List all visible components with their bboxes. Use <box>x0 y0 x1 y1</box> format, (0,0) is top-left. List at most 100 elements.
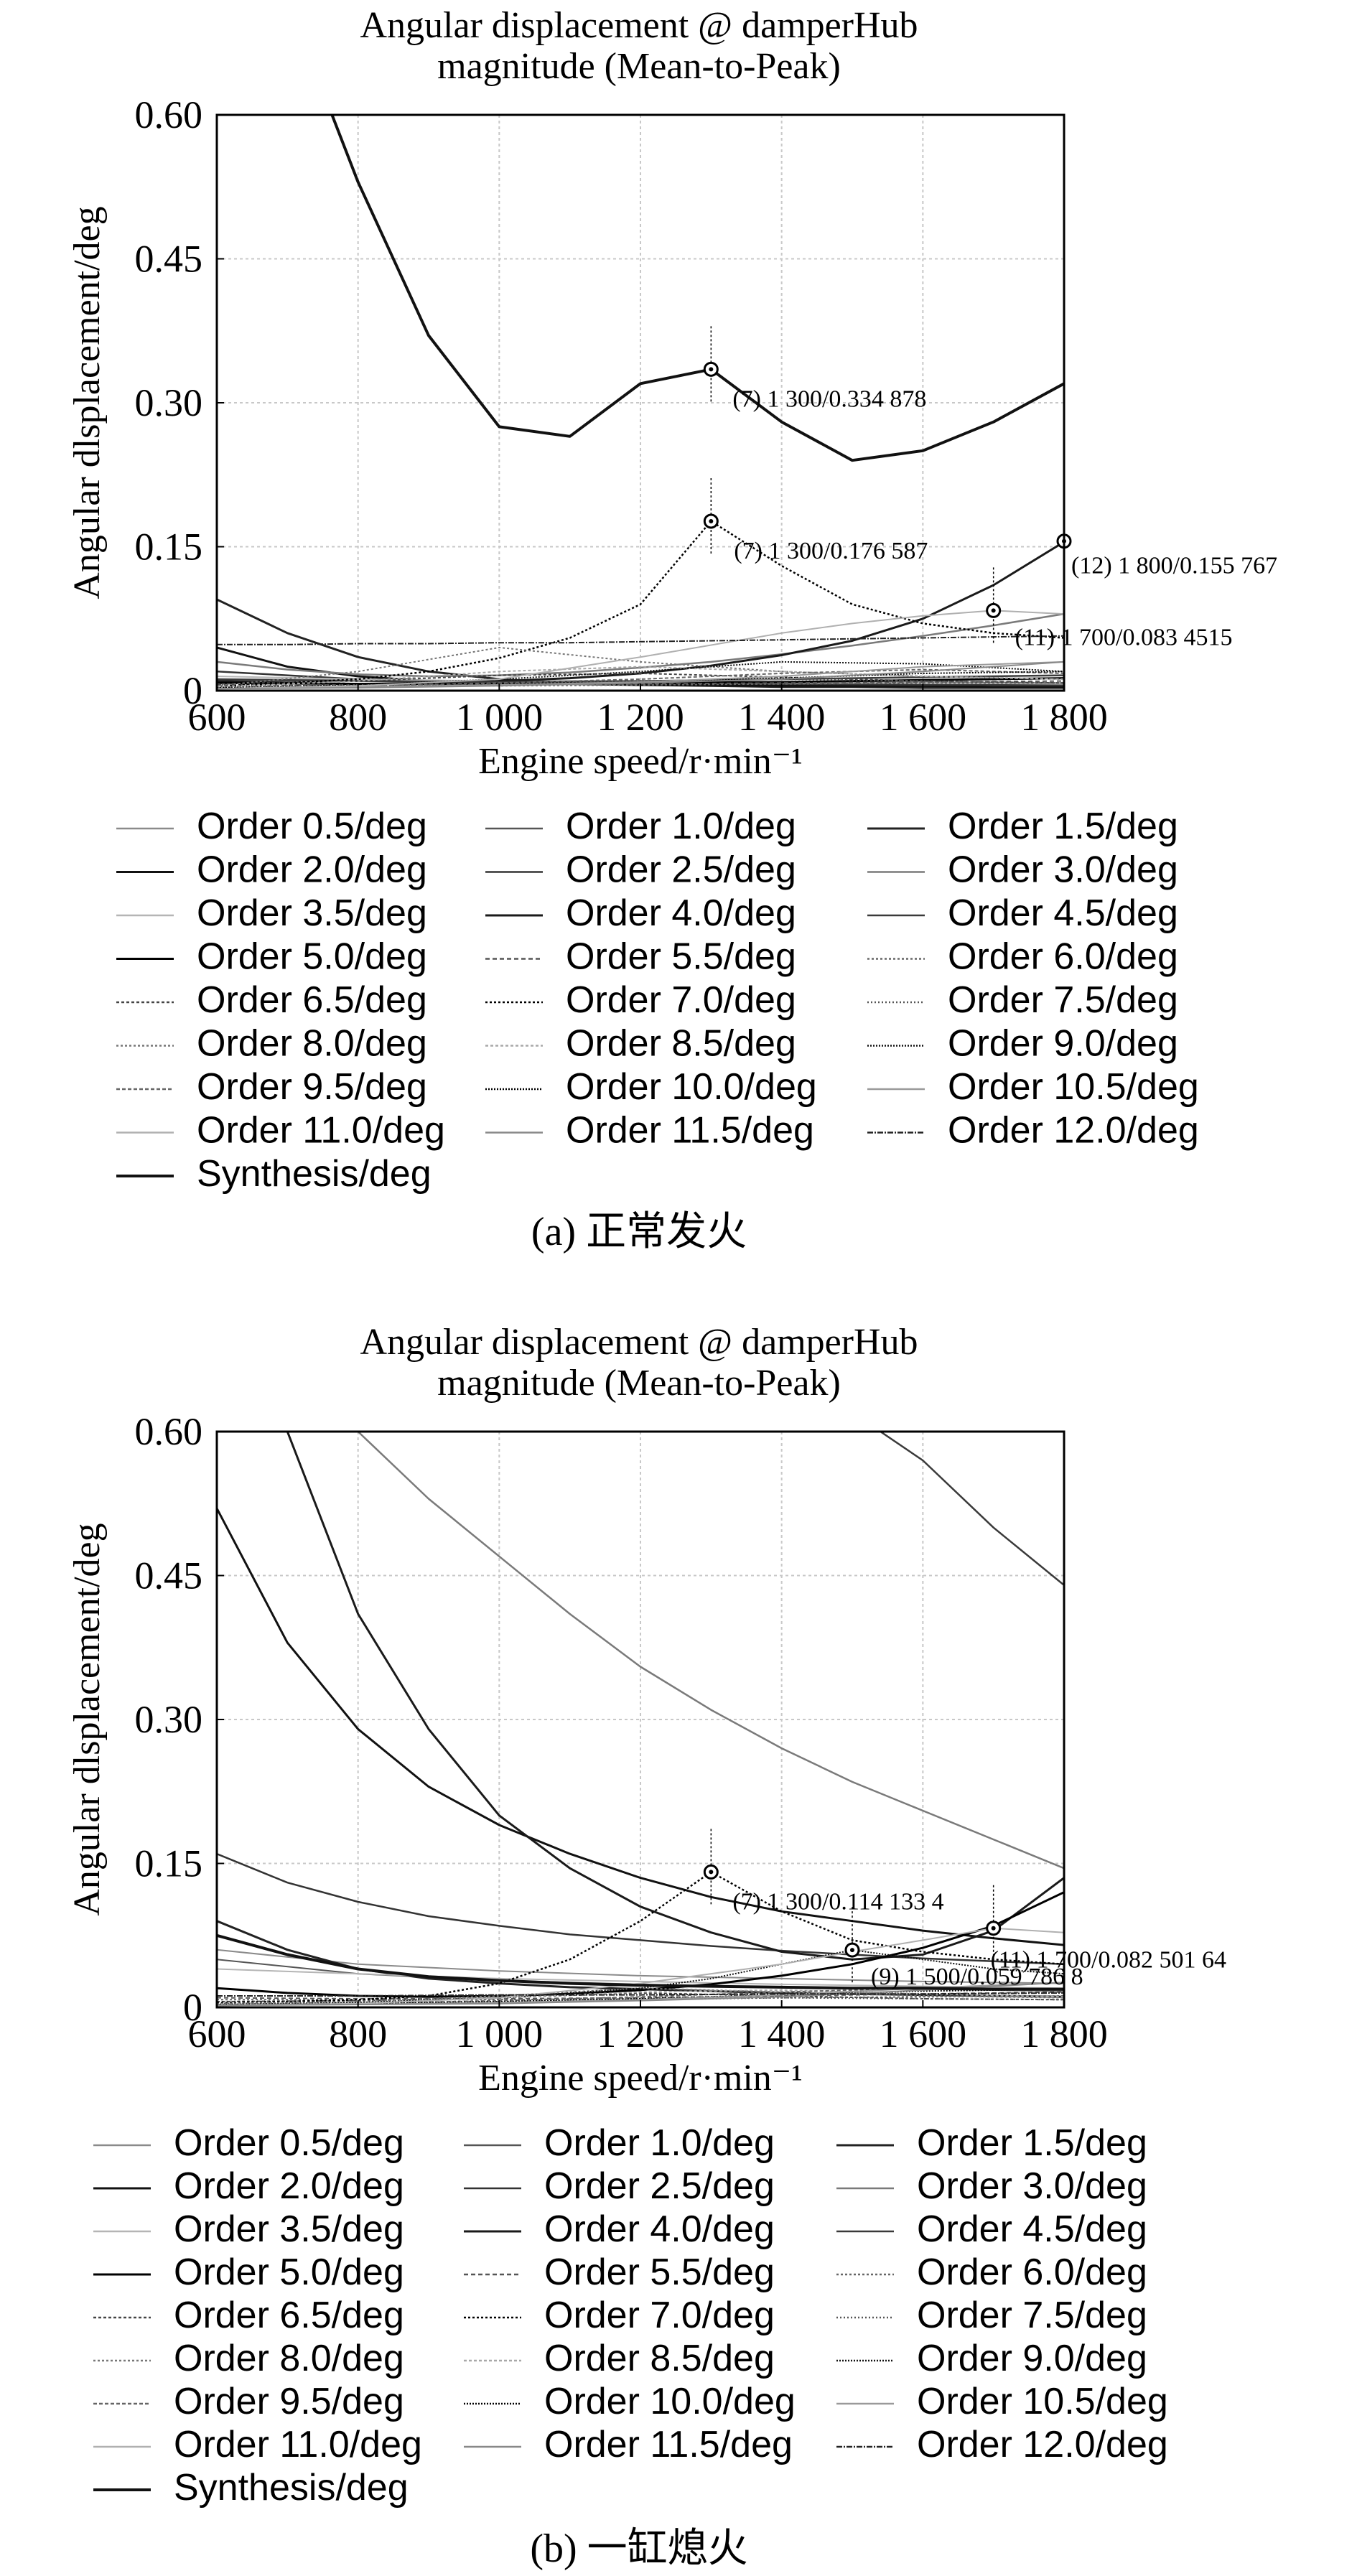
legend-item: Order 1.0/deg <box>485 806 796 847</box>
annotation-marker-dot <box>850 1948 854 1953</box>
legend-item: Order 4.0/deg <box>464 2208 775 2250</box>
legend-item: Order 4.5/deg <box>836 2208 1147 2250</box>
legend-item: Order 10.0/deg <box>485 1066 817 1108</box>
legend-item: Order 5.0/deg <box>116 936 427 978</box>
legend-label: Order 6.5/deg <box>174 2295 404 2336</box>
legend-item: Order 6.0/deg <box>867 936 1178 978</box>
series-line-21 <box>217 610 1064 690</box>
legend-item: Order 1.5/deg <box>867 806 1178 847</box>
legend-label: Order 3.0/deg <box>917 2165 1147 2207</box>
legend-label: Order 1.5/deg <box>917 2122 1147 2164</box>
legend: Order 0.5/deg Order 1.0/deg Order 1.5/degO… <box>116 806 1199 1195</box>
legend-item: Order 9.5/deg <box>93 2381 404 2422</box>
legend-item: Order 12.0/deg <box>836 2424 1168 2465</box>
legend-label: Order 11.0/deg <box>197 1110 445 1152</box>
figure-caption: (b) 一缸熄火 <box>530 2526 747 2571</box>
legend-label: Order 11.5/deg <box>566 1110 814 1152</box>
annotation-marker-dot <box>991 608 996 613</box>
x-tick-label: 1 600 <box>880 696 967 739</box>
legend-item: Order 9.0/deg <box>867 1023 1178 1065</box>
legend-label: Order 11.0/deg <box>174 2424 422 2465</box>
legend-label: Order 4.5/deg <box>948 892 1178 934</box>
series-line-11 <box>217 1995 1064 2001</box>
y-tick-label: 0.30 <box>135 1698 203 1741</box>
legend-label: Order 8.0/deg <box>197 1023 427 1065</box>
series-line-15 <box>217 1987 1064 2005</box>
legend-item: Order 11.0/deg <box>93 2424 422 2465</box>
series-line-17 <box>217 1949 1064 2005</box>
legend-item: Order 2.0/deg <box>116 849 427 891</box>
legend-label: Order 6.5/deg <box>197 979 427 1021</box>
figure-caption: (a) 正常发火 <box>531 1210 747 1254</box>
legend-item: Order 6.5/deg <box>93 2295 404 2336</box>
legend-label: Order 6.0/deg <box>917 2251 1147 2293</box>
legend-label: Order 3.0/deg <box>948 849 1178 891</box>
legend-item: Order 9.0/deg <box>836 2338 1147 2379</box>
legend-item: Synthesis/deg <box>93 2467 409 2509</box>
x-tick-label: 1 600 <box>880 2012 967 2055</box>
annotation-1: (11) 1 700/0.082 501 64 <box>986 1885 1226 1974</box>
legend-label: Order 7.5/deg <box>948 979 1178 1021</box>
legend-label: Order 7.5/deg <box>917 2295 1147 2336</box>
legend-item: Order 8.0/deg <box>116 1023 427 1065</box>
legend-label: Order 5.0/deg <box>174 2251 404 2293</box>
legend-label: Order 2.0/deg <box>174 2165 404 2207</box>
legend-item: Order 0.5/deg <box>93 2122 404 2164</box>
legend-label: Order 1.5/deg <box>948 806 1178 847</box>
legend-item: Order 6.5/deg <box>116 979 427 1021</box>
x-tick-label: 1 000 <box>456 2012 544 2055</box>
legend-label: Order 9.5/deg <box>174 2381 404 2422</box>
legend-item: Order 3.5/deg <box>93 2208 404 2250</box>
legend-item: Order 9.5/deg <box>116 1066 427 1108</box>
legend-label: Order 5.0/deg <box>197 936 427 978</box>
annotation-2: (12) 1 800/0.155 767 <box>1056 498 1277 579</box>
series-line-8 <box>879 1432 1064 1586</box>
legend-item: Order 11.5/deg <box>485 1110 814 1152</box>
legend-item: Order 10.0/deg <box>464 2381 796 2422</box>
legend-label: Order 9.5/deg <box>197 1066 427 1108</box>
chart-0: Angular displacement @ damperHubmagnitud… <box>67 5 1277 1254</box>
legend-label: Order 6.0/deg <box>948 936 1178 978</box>
y-tick-label: 0 <box>183 669 202 712</box>
legend-item: Order 2.5/deg <box>464 2165 775 2207</box>
annotation-3: (11) 1 700/0.083 4515 <box>986 567 1233 650</box>
grid <box>217 115 1064 691</box>
legend-item: Order 1.0/deg <box>464 2122 775 2164</box>
grid <box>217 1432 1064 2007</box>
legend-item: Order 8.0/deg <box>93 2338 404 2379</box>
chart-subtitle: magnitude (Mean-to-Peak) <box>437 1363 841 1404</box>
y-axis-label: Angular dlsplacement/deg <box>67 1523 108 1915</box>
legend-label: Order 4.0/deg <box>544 2208 775 2250</box>
series-line-0 <box>217 1949 1064 1984</box>
legend-label: Order 1.0/deg <box>544 2122 775 2164</box>
legend-item: Order 2.0/deg <box>93 2165 404 2207</box>
legend-item: Synthesis/deg <box>116 1153 432 1195</box>
series-line-15 <box>217 646 1064 687</box>
x-axis-label: Engine speed/r·min⁻¹ <box>478 2058 803 2099</box>
annotation-label: (7) 1 300/0.176 587 <box>734 538 928 564</box>
y-tick-label: 0.15 <box>135 526 203 569</box>
legend-label: Order 10.0/deg <box>566 1066 817 1108</box>
legend-item: Order 4.5/deg <box>867 892 1178 934</box>
legend-label: Order 10.0/deg <box>544 2381 796 2422</box>
x-tick-label: 1 400 <box>738 2012 826 2055</box>
x-tick-label: 1 000 <box>456 696 544 739</box>
series-line-16 <box>217 666 1064 688</box>
series-line-13 <box>217 520 1064 687</box>
x-tick-label: 800 <box>329 2012 387 2055</box>
y-tick-label: 0 <box>183 1986 202 2029</box>
annotation-label: (7) 1 300/0.114 133 4 <box>732 1888 943 1915</box>
annotation-label: (12) 1 800/0.155 767 <box>1071 553 1277 579</box>
legend-label: Order 3.5/deg <box>197 892 427 934</box>
legend-item: Order 8.5/deg <box>485 1023 796 1065</box>
y-tick-label: 0.45 <box>135 1554 203 1597</box>
annotation-marker-dot <box>709 367 714 372</box>
annotation-label: (11) 1 700/0.083 4515 <box>1015 624 1233 650</box>
annotation-0: (7) 1 300/0.334 878 <box>703 326 926 412</box>
legend-label: Order 7.0/deg <box>544 2295 775 2336</box>
y-tick-label: 0.60 <box>135 93 203 136</box>
legend-label: Order 8.0/deg <box>174 2338 404 2379</box>
series-line-5 <box>217 612 1064 678</box>
legend-item: Order 7.5/deg <box>867 979 1178 1021</box>
legend-label: Order 0.5/deg <box>197 806 427 847</box>
